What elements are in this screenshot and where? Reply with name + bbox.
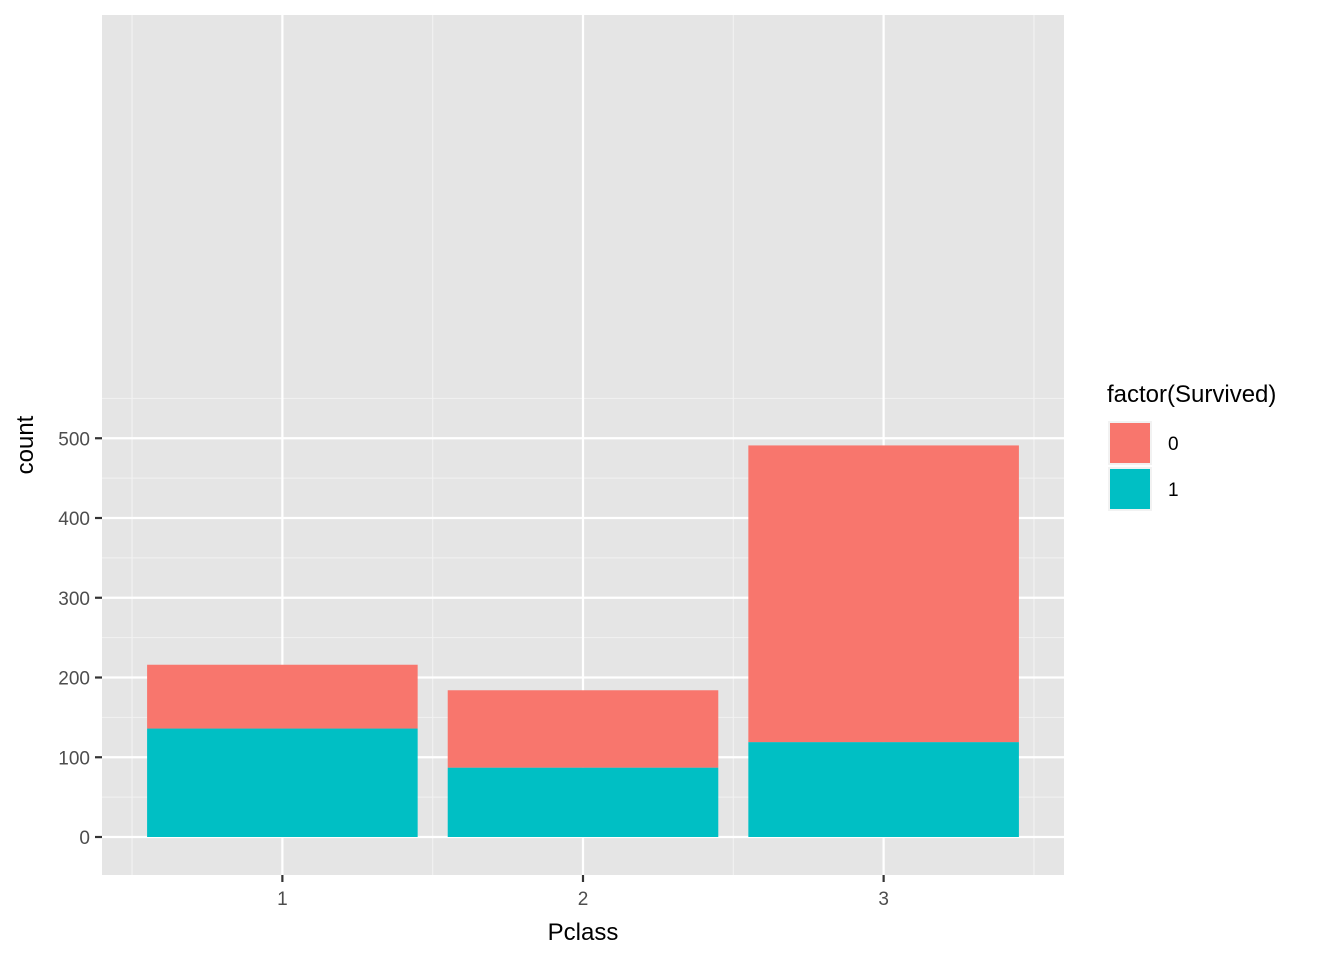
x-axis: 1 2 3 [277,875,889,910]
legend-swatch-1 [1110,469,1150,509]
legend-label-1: 1 [1168,480,1179,501]
x-tick-label: 2 [578,889,589,910]
legend-swatch-0 [1110,423,1150,463]
bar-pclass-1-survived-0 [147,664,418,729]
bar-pclass-2-survived-1 [447,767,719,837]
x-axis-title: Pclass [548,919,619,946]
y-tick-label: 200 [58,669,90,690]
x-tick-label: 3 [878,889,889,910]
bar-pclass-3-survived-1 [748,742,1019,837]
y-tick-label: 300 [58,589,90,610]
legend-title: factor(Survived) [1107,381,1276,408]
legend-label-0: 0 [1168,434,1179,455]
y-tick-label: 400 [58,509,90,530]
bar-pclass-3-survived-0 [748,445,1019,743]
y-axis-title: count [12,415,39,474]
legend: factor(Survived) 0 1 [1107,381,1276,511]
bars [147,445,1019,837]
y-tick-label: 100 [58,748,90,769]
bar-pclass-2-survived-0 [447,690,719,768]
x-tick-label: 1 [277,889,288,910]
y-axis: 0 100 200 300 400 500 [58,429,102,849]
bar-pclass-1-survived-1 [147,728,418,837]
y-tick-label: 500 [58,429,90,450]
y-tick-label: 0 [79,828,90,849]
